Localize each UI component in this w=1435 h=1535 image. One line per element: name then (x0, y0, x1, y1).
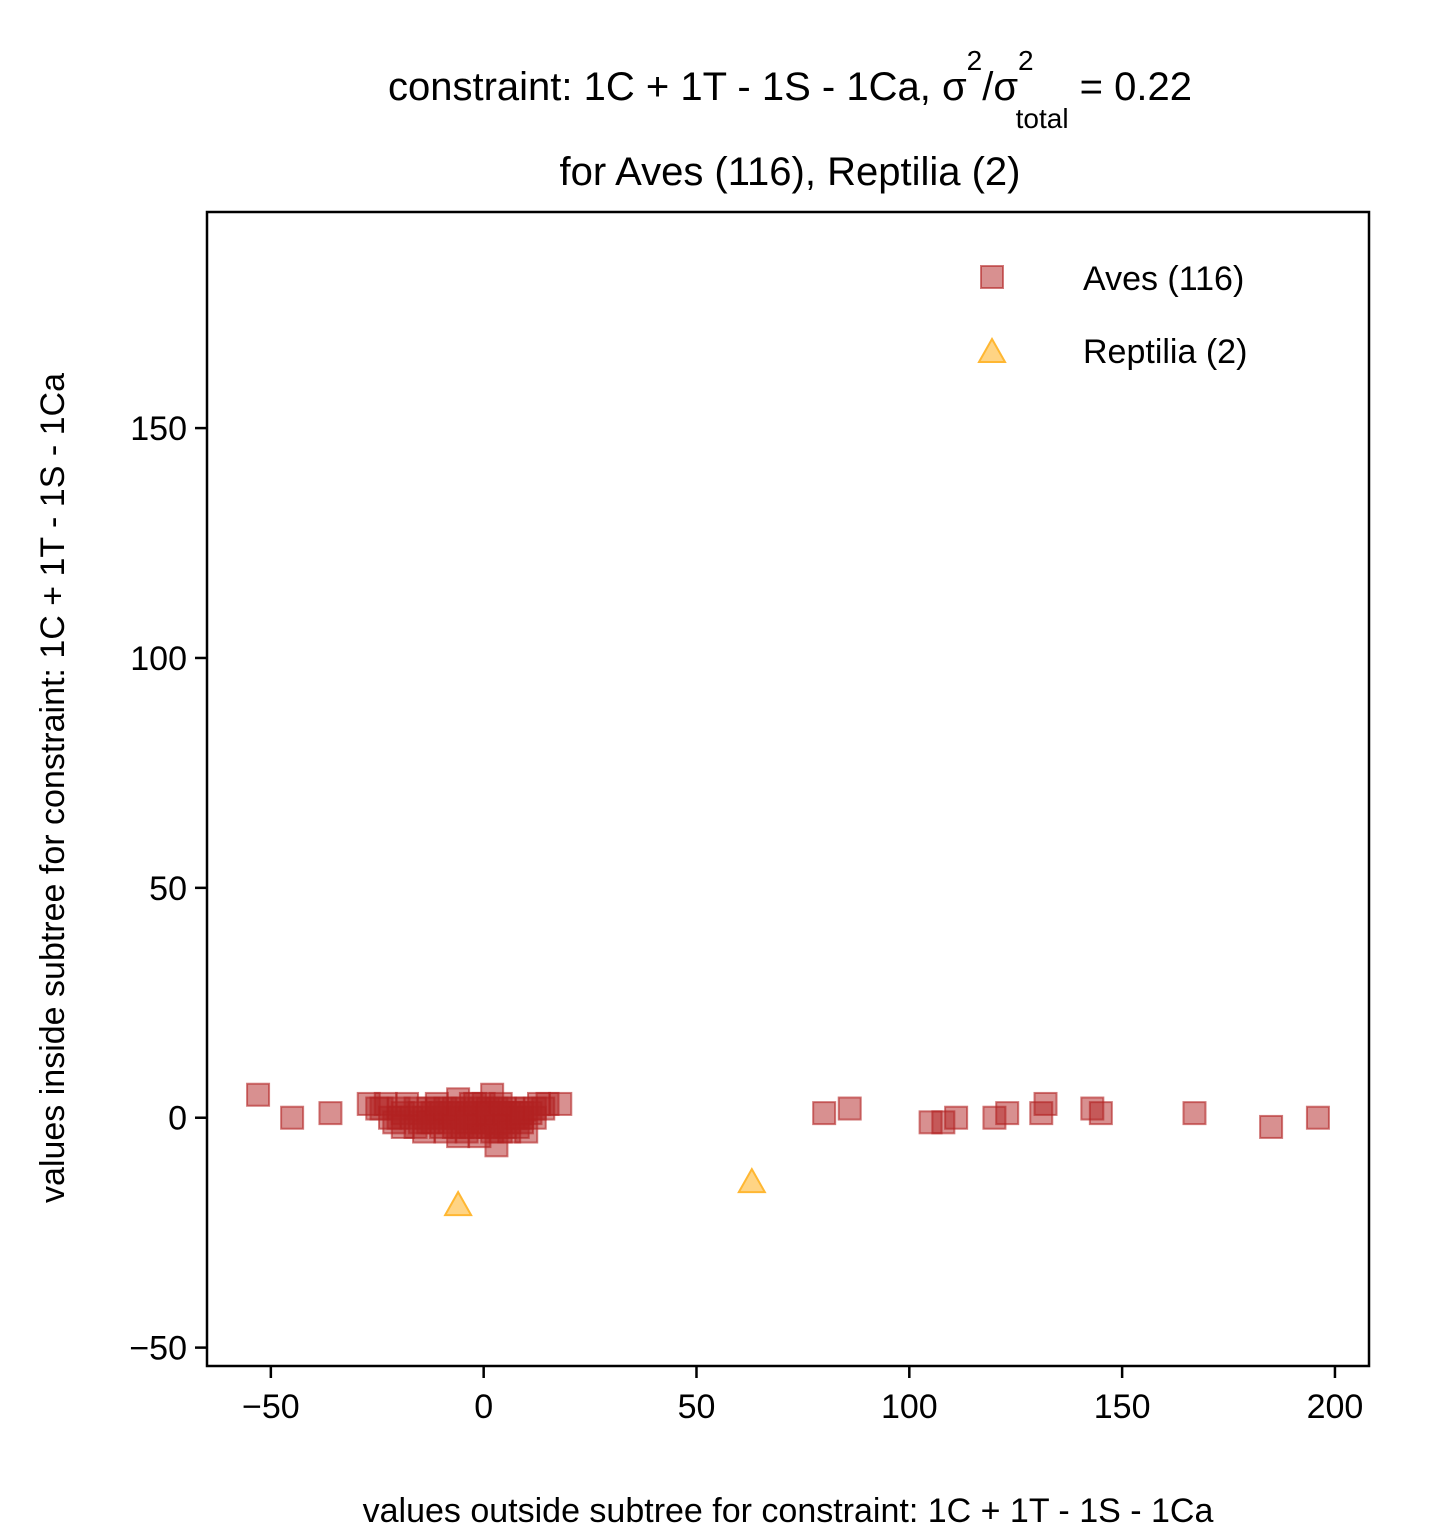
data-point-aves (488, 1091, 513, 1116)
data-point-aves (318, 1101, 343, 1126)
x-axis-label: values outside subtree for constraint: 1… (363, 1492, 1214, 1530)
data-points (246, 1082, 1330, 1217)
data-point-aves (812, 1101, 837, 1126)
data-point-aves (280, 1105, 305, 1130)
x-tick-label: 100 (881, 1388, 938, 1426)
data-point-aves (548, 1091, 573, 1116)
y-tick-label: −50 (129, 1330, 187, 1368)
legend-marker-reptilia (977, 336, 1007, 363)
y-tick-label: 100 (130, 640, 187, 678)
data-point-aves (467, 1124, 492, 1149)
data-point-aves (246, 1082, 271, 1107)
data-point-aves (424, 1091, 449, 1116)
chart-title-line2: for Aves (116), Reptilia (2) (560, 150, 1021, 194)
y-axis-label: values inside subtree for constraint: 1C… (34, 373, 72, 1203)
plot-frame (205, 210, 1371, 1368)
data-point-aves (390, 1114, 415, 1139)
data-point-aves (522, 1096, 547, 1121)
x-tick-label: 200 (1307, 1388, 1364, 1426)
legend: Aves (116) Reptilia (2) (977, 260, 1247, 371)
legend-label-aves: Aves (116) (1083, 260, 1244, 298)
data-point-aves (1033, 1091, 1058, 1116)
data-point-aves (1182, 1101, 1207, 1126)
legend-label-reptilia: Reptilia (2) (1083, 333, 1247, 371)
data-point-aves (1259, 1114, 1284, 1139)
axis-ticks: −50 0 50 100 150 200 −50 0 50 100 150 (129, 410, 1363, 1426)
y-tick-label: 50 (149, 870, 187, 908)
data-point-aves (1305, 1105, 1330, 1130)
data-point-reptilia (737, 1167, 767, 1194)
x-tick-label: 150 (1094, 1388, 1151, 1426)
data-point-aves (995, 1101, 1020, 1126)
data-point-aves (944, 1105, 969, 1130)
data-point-aves (1088, 1101, 1113, 1126)
y-tick-label: 150 (130, 410, 187, 448)
x-tick-label: 50 (678, 1388, 716, 1426)
x-tick-label: 0 (474, 1388, 493, 1426)
data-point-aves (837, 1096, 862, 1121)
data-point-reptilia (443, 1190, 473, 1217)
legend-marker-aves (980, 265, 1004, 289)
x-tick-label: −50 (242, 1388, 300, 1426)
y-tick-label: 0 (168, 1100, 187, 1138)
chart-title-line1: constraint: 1C + 1T - 1S - 1Ca, σ2/σ2 tot… (388, 45, 1192, 134)
